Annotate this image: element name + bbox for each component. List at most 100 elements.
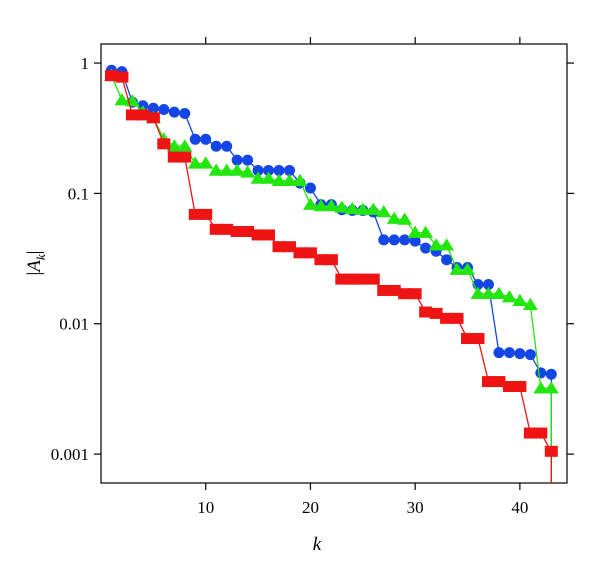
data-point [314, 254, 328, 266]
data-point [366, 273, 380, 285]
data-point [313, 199, 329, 212]
data-point [388, 234, 400, 246]
data-point [512, 293, 528, 307]
data-point [177, 139, 193, 152]
data-point [439, 238, 455, 251]
data-point [545, 368, 557, 380]
data-point [461, 333, 475, 345]
data-point [441, 254, 453, 266]
data-point [387, 284, 401, 296]
data-point [344, 201, 360, 215]
data-point [262, 229, 276, 241]
data-point [146, 112, 160, 124]
series-triangle [103, 68, 559, 483]
data-point [376, 204, 392, 218]
series-circle [105, 64, 557, 483]
data-point [187, 156, 203, 169]
axes-layer: 10 20 30 40 0.001 0.01 0.1 1 [51, 37, 574, 517]
data-point [324, 254, 338, 266]
data-point [229, 163, 245, 176]
y-tick-label: 1 [81, 54, 90, 73]
data-point [272, 241, 286, 253]
data-point [261, 171, 277, 184]
data-point [418, 225, 434, 238]
data-point [304, 182, 316, 194]
data-point [273, 164, 285, 176]
data-point [252, 164, 264, 176]
data-point [147, 102, 159, 114]
data-point [524, 349, 536, 361]
series-line [111, 75, 552, 483]
x-axis-title: k [313, 534, 322, 555]
x-tick-label: 40 [511, 498, 528, 517]
data-point [115, 71, 129, 83]
data-point [168, 106, 180, 118]
data-point [250, 171, 266, 184]
data-point [460, 262, 476, 275]
data-point [419, 306, 433, 318]
data-point [198, 156, 214, 169]
x-tick-label: 10 [197, 498, 214, 517]
data-point [377, 284, 391, 296]
y-tick-label: 0.001 [51, 445, 89, 464]
data-point [482, 278, 494, 290]
data-point [428, 238, 444, 251]
data-point [125, 109, 139, 121]
data-point [535, 367, 547, 379]
data-point [158, 104, 170, 116]
series-square [104, 70, 558, 483]
data-point [271, 173, 287, 187]
x-tick-label: 20 [302, 498, 319, 517]
y-axis-title-close: | [24, 250, 45, 254]
data-point [493, 347, 505, 359]
data-point [420, 242, 432, 254]
data-point [378, 234, 390, 246]
data-point [355, 202, 371, 215]
data-point [397, 212, 413, 225]
series-line [111, 69, 552, 483]
data-point [471, 333, 485, 345]
data-point [302, 197, 318, 210]
data-point [440, 312, 454, 324]
data-point [136, 109, 150, 121]
data-point [221, 140, 233, 152]
series-line [110, 75, 552, 483]
data-point [522, 297, 538, 310]
plot-frame [100, 43, 568, 484]
data-point [188, 208, 202, 220]
data-point [365, 202, 381, 215]
data-point [335, 273, 349, 285]
data-point [251, 229, 265, 241]
y-axis-title: |Ak| [24, 250, 48, 275]
data-point [281, 173, 297, 187]
data-point [513, 380, 527, 392]
x-tick-label: 30 [407, 498, 424, 517]
data-point [242, 154, 254, 166]
data-point [544, 445, 558, 457]
data-point [356, 273, 370, 285]
data-point [210, 140, 222, 152]
y-axis-title-main: A [24, 260, 45, 274]
data-point [167, 151, 181, 163]
y-axis-title-open: | [24, 272, 45, 276]
data-point [263, 164, 275, 176]
data-point [282, 241, 296, 253]
data-point [502, 380, 516, 392]
data-point [231, 154, 243, 166]
data-point [230, 226, 244, 238]
data-point [450, 312, 464, 324]
data-point [409, 235, 421, 247]
data-point [480, 286, 496, 299]
data-point [241, 226, 255, 238]
y-tick-label: 0.1 [68, 184, 89, 203]
data-point [408, 288, 422, 300]
data-point [219, 163, 235, 176]
data-point [199, 208, 213, 220]
data-point [399, 234, 411, 246]
data-point [292, 173, 308, 187]
data-point [503, 347, 515, 359]
data-point [523, 427, 537, 439]
data-point [104, 70, 118, 82]
